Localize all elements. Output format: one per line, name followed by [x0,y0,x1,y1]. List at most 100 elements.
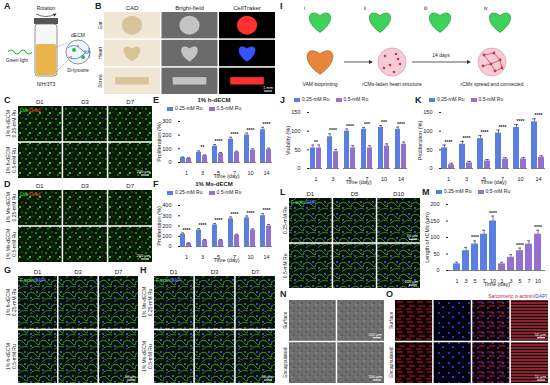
svg-text:3: 3 [201,170,204,176]
svg-text:3: 3 [201,254,204,260]
svg-text:0.5-mM Ru: 0.5-mM Ru [11,148,17,173]
svg-text:****: **** [499,124,507,130]
svg-text:Encapsulated: Encapsulated [282,347,288,378]
svg-text:Time (day): Time (day) [213,173,239,179]
svg-text:3: 3 [331,176,334,182]
svg-text:**: ** [201,144,205,150]
svg-text:3: 3 [465,176,468,182]
svg-text:1: 1 [455,278,458,284]
svg-text:D10: D10 [393,191,405,197]
svg-text:14 days: 14 days [432,52,450,58]
svg-text:10: 10 [535,278,541,284]
svg-text:14: 14 [263,254,269,260]
svg-text:Time (day): Time (day) [480,179,506,185]
svg-text:0.25-mM Ru: 0.25-mM Ru [147,288,153,316]
svg-text:****: **** [263,207,271,213]
svg-text:**: ** [314,139,318,145]
svg-text:F-actin/DAPI: F-actin/DAPI [156,278,182,283]
svg-text:5: 5 [518,278,521,284]
svg-text:D7: D7 [126,99,134,105]
svg-text:****: **** [517,118,525,124]
svg-text:0: 0 [429,165,432,171]
svg-text:D3: D3 [81,183,89,189]
svg-text:Surface: Surface [282,312,288,329]
svg-text:****: **** [231,131,239,137]
svg-text:D7: D7 [115,269,123,275]
svg-text:ii: ii [364,5,366,11]
svg-text:0.5-mM Ru: 0.5-mM Ru [147,344,153,369]
svg-text:Time (day): Time (day) [213,257,239,263]
svg-text:D3: D3 [74,269,82,275]
svg-text:10: 10 [381,176,387,182]
svg-text:100 μm: 100 μm [369,374,383,379]
svg-text:Live/Dead: Live/Dead [20,108,41,113]
svg-text:0.25-mM Ru: 0.25-mM Ru [282,206,288,234]
svg-text:50: 50 [426,147,432,153]
svg-text:200: 200 [162,132,171,138]
svg-text:CellTraker: CellTraker [233,5,260,11]
svg-text:Green light: Green light [6,58,29,63]
svg-text:****: **** [397,121,405,127]
svg-text:1: 1 [314,176,317,182]
svg-text:****: **** [263,121,271,127]
svg-text:0: 0 [436,267,439,273]
svg-text:1: 1 [447,176,450,182]
svg-text:****: **** [247,210,255,216]
svg-text:200 μm: 200 μm [137,253,151,258]
svg-text:VAM bioprinting: VAM bioprinting [303,81,338,87]
svg-text:F-actin/DAPI: F-actin/DAPI [20,278,46,283]
svg-text:7: 7 [527,278,530,284]
svg-text:****: **** [471,234,479,240]
svg-text:100: 100 [430,234,439,240]
svg-text:dECM: dECM [71,32,85,38]
svg-text:50 μm: 50 μm [262,374,274,379]
svg-text:0: 0 [297,165,300,171]
svg-text:D3: D3 [81,99,89,105]
svg-text:200: 200 [162,223,171,229]
svg-text:Encapsulated: Encapsulated [388,347,394,378]
svg-text:Live/Dead: Live/Dead [20,192,41,197]
svg-text:Length of rCMs (μm): Length of rCMs (μm) [424,212,430,263]
svg-text:50 μm: 50 μm [407,233,419,238]
svg-text:D5: D5 [351,191,359,197]
svg-text:D7: D7 [251,269,259,275]
svg-text:14: 14 [535,176,541,182]
svg-text:Proliferation (%): Proliferation (%) [156,206,162,246]
svg-text:0: 0 [168,243,171,249]
svg-text:150: 150 [423,109,432,115]
svg-text:10: 10 [247,254,253,260]
svg-text:iv: iv [484,5,488,11]
svg-text:rCMs-laden heart structure: rCMs-laden heart structure [362,81,422,87]
svg-text:****: **** [445,139,453,145]
svg-text:150: 150 [291,109,300,115]
svg-text:***: *** [381,119,387,125]
svg-text:Bright-field: Bright-field [175,5,204,11]
svg-text:0.5-mM Ru: 0.5-mM Ru [282,253,288,278]
svg-text:****: **** [231,211,239,217]
svg-text:****: **** [481,129,489,135]
svg-text:D1: D1 [36,183,44,189]
svg-text:****: **** [346,123,354,129]
svg-text:10 μm: 10 μm [535,374,547,379]
svg-text:****: **** [215,138,223,144]
svg-text:Proliferation (%): Proliferation (%) [417,121,423,161]
svg-text:****: **** [463,135,471,141]
svg-text:100: 100 [162,233,171,239]
svg-text:50 μm: 50 μm [125,374,137,379]
svg-text:0.5-mM Ru: 0.5-mM Ru [11,344,17,369]
svg-text:1: 1 [185,254,188,260]
svg-text:100: 100 [423,128,432,134]
svg-text:D3: D3 [211,269,219,275]
svg-text:50: 50 [433,251,439,257]
svg-text:1: 1 [185,170,188,176]
svg-text:10: 10 [517,176,523,182]
svg-text:0.25-mM Ru: 0.25-mM Ru [11,288,17,316]
svg-text:F-actin/DAPI: F-actin/DAPI [291,200,317,205]
svg-text:200 μm: 200 μm [369,332,383,337]
svg-text:****: **** [489,210,497,216]
svg-text:Di-tyrosine: Di-tyrosine [67,68,89,73]
svg-text:10: 10 [247,170,253,176]
svg-text:5: 5 [473,278,476,284]
svg-text:50 μm: 50 μm [535,332,547,337]
svg-text:Time (day): Time (day) [484,281,510,287]
